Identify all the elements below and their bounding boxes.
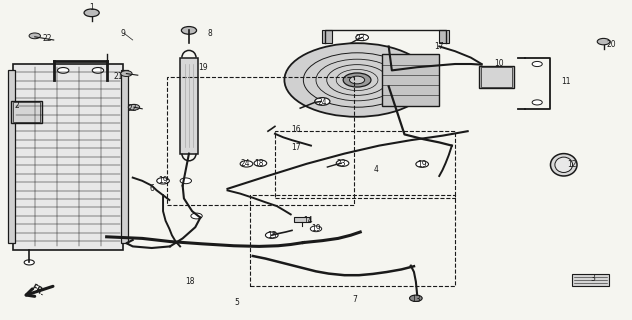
Circle shape <box>416 161 428 167</box>
Circle shape <box>343 73 371 87</box>
Circle shape <box>181 27 197 34</box>
Bar <box>275 131 455 198</box>
Circle shape <box>180 178 191 184</box>
Circle shape <box>532 100 542 105</box>
Bar <box>322 30 332 43</box>
Text: FR.: FR. <box>30 283 46 298</box>
Circle shape <box>284 43 430 117</box>
Circle shape <box>92 68 104 73</box>
Bar <box>439 30 449 43</box>
Circle shape <box>265 232 278 238</box>
Text: 22: 22 <box>128 104 138 113</box>
Text: 21: 21 <box>113 72 123 81</box>
Text: 18: 18 <box>185 277 195 286</box>
Circle shape <box>254 160 267 166</box>
Circle shape <box>410 295 422 301</box>
Bar <box>13 64 123 250</box>
Text: 15: 15 <box>267 231 277 240</box>
Text: 12: 12 <box>567 160 577 169</box>
Circle shape <box>128 104 140 110</box>
Bar <box>11 101 42 123</box>
Text: 3: 3 <box>590 274 595 283</box>
Text: 13: 13 <box>411 295 421 304</box>
Text: 18: 18 <box>254 159 264 168</box>
Text: 17: 17 <box>291 143 301 152</box>
Text: 19: 19 <box>417 160 427 169</box>
Bar <box>13 102 40 122</box>
Circle shape <box>532 61 542 67</box>
Text: 24: 24 <box>317 98 327 107</box>
Text: 14: 14 <box>303 216 313 225</box>
Circle shape <box>191 213 202 219</box>
Bar <box>572 274 609 286</box>
Text: 6: 6 <box>149 184 154 193</box>
Ellipse shape <box>555 157 573 172</box>
Bar <box>481 67 512 87</box>
Text: 10: 10 <box>494 60 504 68</box>
Circle shape <box>315 98 330 105</box>
Circle shape <box>24 260 34 265</box>
Text: 20: 20 <box>607 40 617 49</box>
Circle shape <box>240 161 253 167</box>
Text: 23: 23 <box>355 34 365 43</box>
Circle shape <box>84 9 99 17</box>
Text: 5: 5 <box>234 298 240 307</box>
Bar <box>121 70 128 243</box>
Circle shape <box>336 160 349 166</box>
Text: 19: 19 <box>158 176 168 185</box>
Circle shape <box>121 71 132 76</box>
Circle shape <box>29 33 40 39</box>
Ellipse shape <box>550 154 577 176</box>
Text: 24: 24 <box>240 159 250 168</box>
Text: 17: 17 <box>434 42 444 51</box>
Bar <box>8 70 15 243</box>
Text: 23: 23 <box>336 159 346 168</box>
Text: 7: 7 <box>353 295 358 304</box>
Bar <box>167 77 354 205</box>
Bar <box>180 58 198 154</box>
Bar <box>382 54 439 106</box>
Bar <box>250 195 455 286</box>
Text: 8: 8 <box>207 29 212 38</box>
Bar <box>479 66 514 88</box>
Text: 9: 9 <box>121 29 126 38</box>
Text: 11: 11 <box>561 77 571 86</box>
Text: 19: 19 <box>311 224 321 233</box>
Text: 19: 19 <box>198 63 208 72</box>
Text: 16: 16 <box>291 125 301 134</box>
Text: 2: 2 <box>15 101 20 110</box>
Circle shape <box>58 68 69 73</box>
Circle shape <box>356 34 368 41</box>
Text: 4: 4 <box>374 165 379 174</box>
Text: 22: 22 <box>42 34 52 43</box>
Circle shape <box>157 178 169 184</box>
Circle shape <box>349 76 365 84</box>
Circle shape <box>597 38 610 45</box>
Text: 1: 1 <box>89 4 94 12</box>
Bar <box>294 217 310 222</box>
Circle shape <box>310 226 322 232</box>
